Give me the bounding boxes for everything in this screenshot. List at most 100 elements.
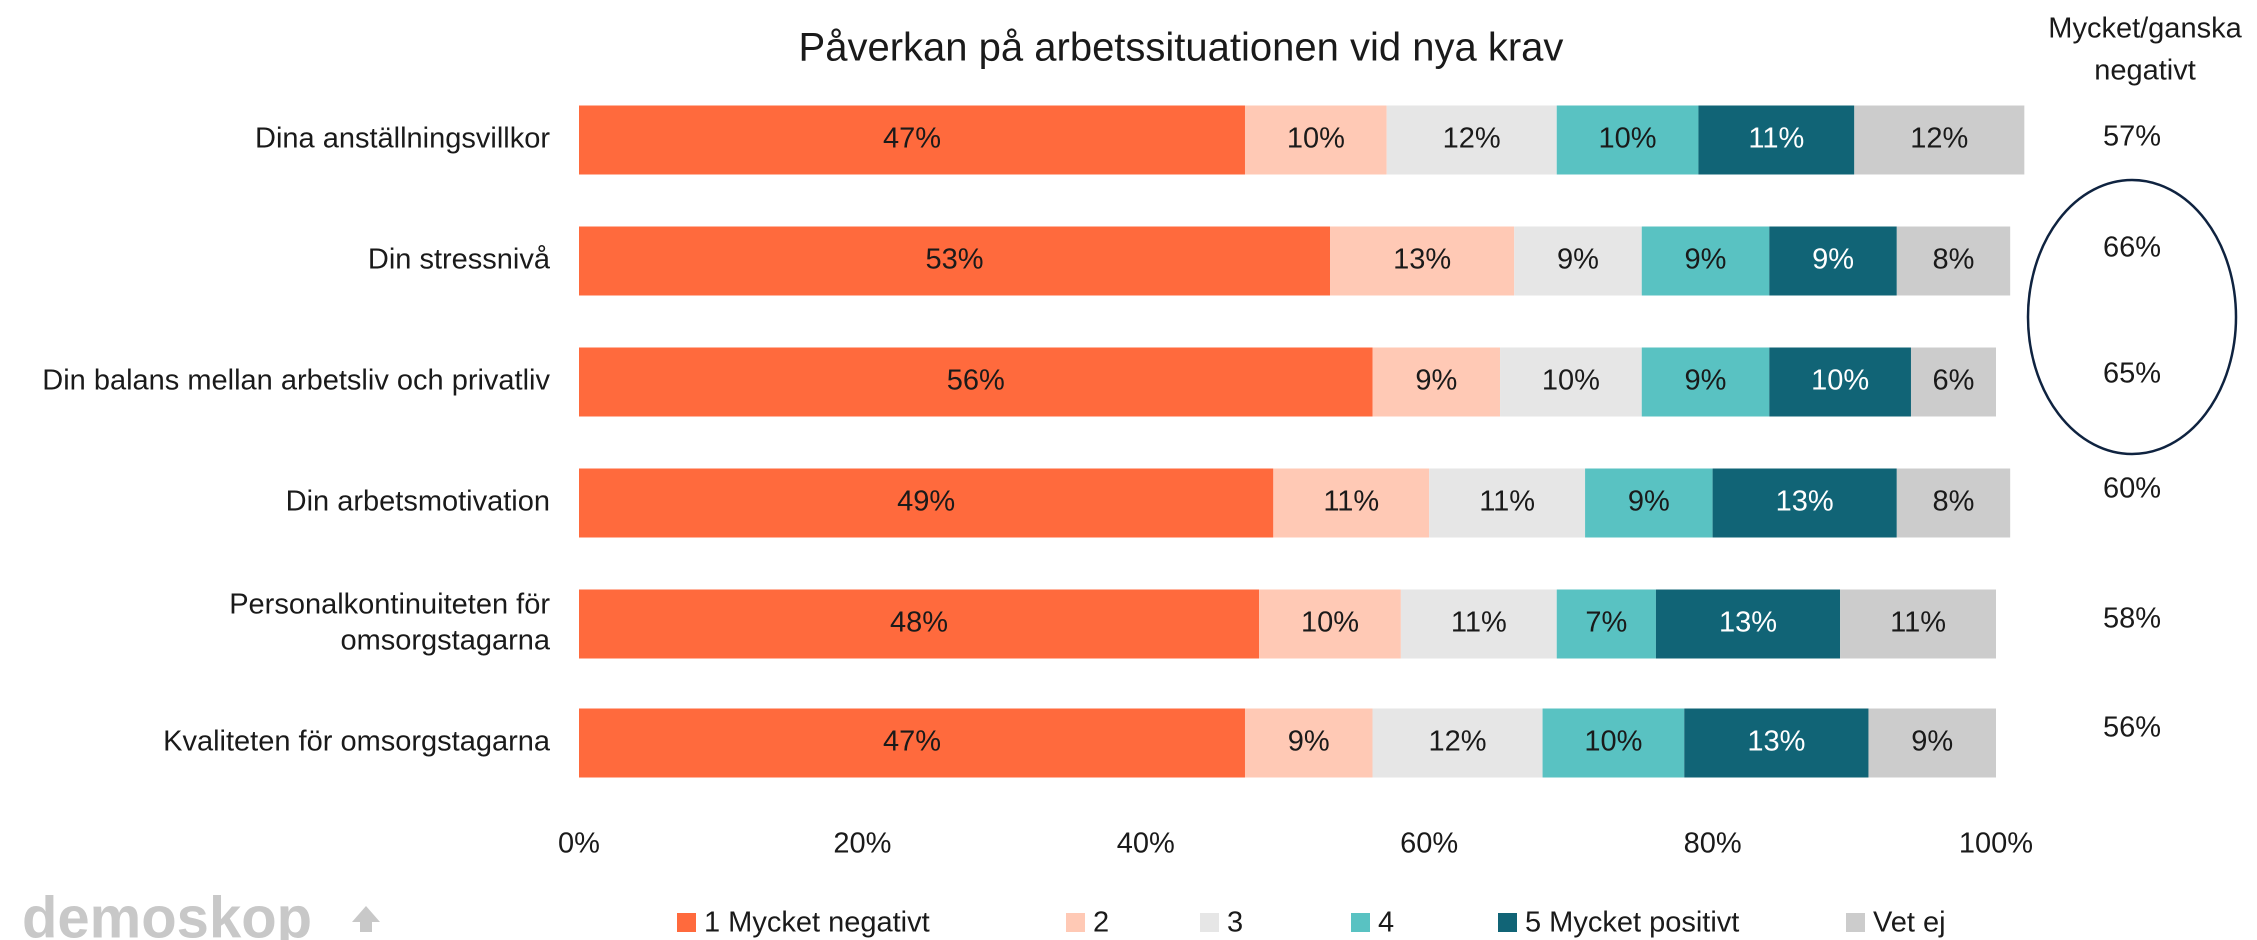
legend-label: 2	[1093, 907, 1109, 939]
bar-segment	[1896, 226, 2011, 296]
value-label: 13%	[1747, 726, 1805, 758]
x-tick-label: 60%	[1400, 828, 1458, 860]
side-value: 65%	[2103, 358, 2161, 390]
category-label: Din arbetsmotivation	[286, 486, 550, 518]
bar-segment	[1840, 589, 1996, 659]
side-value: 56%	[2103, 712, 2161, 744]
value-label: 8%	[1933, 486, 1975, 518]
value-label: 9%	[1685, 244, 1727, 276]
value-label: 47%	[883, 726, 941, 758]
category-label: Personalkontinuiteten för	[229, 589, 550, 621]
bar-segment	[1698, 105, 1855, 175]
value-label: 6%	[1933, 365, 1975, 397]
side-header: negativt	[2094, 55, 2196, 87]
value-label: 53%	[925, 244, 983, 276]
bar-segment	[579, 226, 1331, 296]
legend-label: Vet ej	[1873, 907, 1946, 939]
value-label: 49%	[897, 486, 955, 518]
bar-segment	[1330, 226, 1515, 296]
bar-segment	[1500, 347, 1642, 417]
value-label: 9%	[1812, 244, 1854, 276]
value-label: 11%	[1479, 486, 1535, 518]
value-label: 13%	[1776, 486, 1834, 518]
bar-segment	[579, 468, 1274, 538]
bar-segment	[579, 105, 1245, 175]
value-label: 13%	[1719, 607, 1777, 639]
bar-segment	[1769, 226, 1897, 296]
value-label: 8%	[1933, 244, 1975, 276]
bar-segment	[1712, 468, 1897, 538]
category-label: Din stressnivå	[368, 244, 551, 276]
chart-title: Påverkan på arbetssituationen vid nya kr…	[799, 26, 1564, 70]
bar-segment	[1854, 105, 2025, 175]
bar-segment	[1641, 226, 1770, 296]
legend-swatch	[1498, 913, 1517, 932]
value-label: 10%	[1584, 726, 1642, 758]
bar-segment	[1386, 105, 1557, 175]
category-label: omsorgstagarna	[340, 625, 550, 657]
x-tick-label: 20%	[833, 828, 891, 860]
value-label: 9%	[1415, 365, 1457, 397]
value-label: 12%	[1910, 123, 1968, 155]
value-label: 10%	[1542, 365, 1600, 397]
legend-label: 4	[1378, 907, 1394, 939]
value-label: 9%	[1911, 726, 1953, 758]
value-label: 9%	[1288, 726, 1330, 758]
legend-swatch	[1066, 913, 1085, 932]
value-label: 11%	[1451, 607, 1507, 639]
category-label: Din balans mellan arbetsliv och privatli…	[42, 365, 550, 397]
legend-swatch	[1351, 913, 1370, 932]
value-label: 12%	[1443, 123, 1501, 155]
value-label: 56%	[947, 365, 1005, 397]
category-label: Dina anställningsvillkor	[255, 123, 550, 155]
legend-label: 5 Mycket positivt	[1525, 907, 1739, 939]
bar-segment	[1514, 226, 1642, 296]
value-label: 11%	[1890, 607, 1946, 639]
bar-segment	[1429, 468, 1586, 538]
bar-segment	[1372, 708, 1543, 778]
legend-swatch	[677, 913, 696, 932]
value-label: 9%	[1685, 365, 1727, 397]
bar-segment	[1769, 347, 1911, 417]
value-label: 7%	[1585, 607, 1627, 639]
logo: demoskop	[22, 885, 312, 940]
side-value: 58%	[2103, 603, 2161, 635]
x-tick-label: 0%	[558, 828, 600, 860]
legend-label: 1 Mycket negativt	[704, 907, 930, 939]
value-label: 9%	[1628, 486, 1670, 518]
x-tick-label: 100%	[1959, 828, 2033, 860]
side-value: 60%	[2103, 473, 2161, 505]
value-label: 12%	[1429, 726, 1487, 758]
bar-segment	[579, 347, 1373, 417]
value-label: 47%	[883, 123, 941, 155]
x-tick-label: 40%	[1117, 828, 1175, 860]
value-label: 10%	[1811, 365, 1869, 397]
value-label: 9%	[1557, 244, 1599, 276]
bar-segment	[1868, 708, 1996, 778]
x-tick-label: 80%	[1684, 828, 1742, 860]
side-value: 57%	[2103, 121, 2161, 153]
value-label: 48%	[890, 607, 948, 639]
bar-segment	[1542, 708, 1685, 778]
value-label: 10%	[1599, 123, 1657, 155]
bar-segment	[579, 708, 1245, 778]
value-label: 11%	[1323, 486, 1379, 518]
bar-segment	[579, 589, 1260, 659]
bar-segment	[1259, 589, 1401, 659]
highlight-ellipse	[2026, 178, 2238, 456]
bar-segment	[1556, 589, 1656, 659]
bar-segment	[1244, 105, 1387, 175]
bar-segment	[1896, 468, 2011, 538]
legend-swatch	[1846, 913, 1865, 932]
bar-segment	[1372, 347, 1501, 417]
bar-segment	[1556, 105, 1699, 175]
bar-segment	[1910, 347, 1996, 417]
bar-segment	[1400, 589, 1557, 659]
bar-segment	[1655, 589, 1841, 659]
bar-segment	[1273, 468, 1430, 538]
value-label: 10%	[1301, 607, 1359, 639]
bar-segment	[1684, 708, 1869, 778]
side-value: 66%	[2103, 232, 2161, 264]
bar-segment	[1585, 468, 1713, 538]
